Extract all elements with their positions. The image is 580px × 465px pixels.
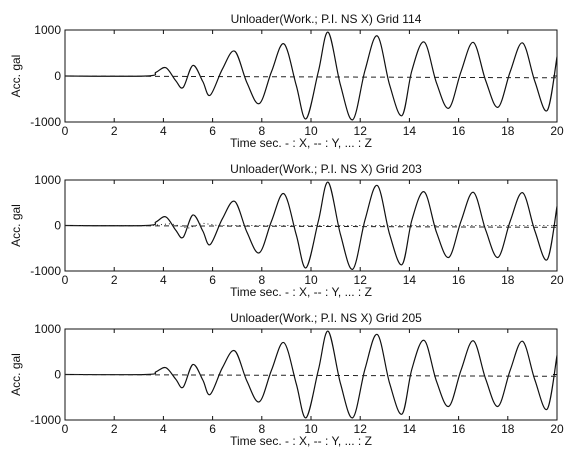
x-tick-label: 12 [354, 273, 368, 287]
x-tick-label: 0 [62, 422, 69, 436]
y-tick-label: 1000 [34, 322, 61, 336]
chart-title: Unloader(Work.; P.I. NS X) Grid 203 [230, 162, 422, 176]
x-tick-label: 12 [354, 124, 368, 138]
x-tick-label: 20 [550, 124, 564, 138]
x-tick-label: 2 [111, 124, 118, 138]
x-tick-label: 2 [111, 273, 118, 287]
x-tick-label: 14 [403, 273, 417, 287]
x-tick-label: 0 [62, 124, 69, 138]
x-tick-label: 20 [550, 422, 564, 436]
x-tick-label: 8 [258, 422, 265, 436]
y-axis-label: Acc. gal [9, 204, 23, 247]
x-axis-label: Time sec. - : X, -- : Y, ... : Z [230, 136, 372, 150]
x-tick-label: 6 [209, 422, 216, 436]
chart-panel: Unloader(Work.; P.I. NS X) Grid 114 0 2 4 6 8… [9, 12, 564, 150]
chart-title: Unloader(Work.; P.I. NS X) Grid 205 [230, 311, 422, 325]
x-tick-label: 4 [160, 124, 167, 138]
y-axis-label: Acc. gal [9, 55, 23, 98]
y-tick-label: 1000 [34, 23, 61, 37]
x-tick-label: 8 [258, 273, 265, 287]
y-tick-label: -1000 [30, 264, 61, 278]
chart-panel: Unloader(Work.; P.I. NS X) Grid 203 0 2 4 6 8… [9, 162, 564, 299]
x-tick-label: 16 [452, 422, 466, 436]
x-tick-label: 16 [452, 124, 466, 138]
x-tick-label: 4 [160, 422, 167, 436]
x-tick-label: 14 [403, 422, 417, 436]
x-tick-label: 14 [403, 124, 417, 138]
y-tick-label: 0 [54, 69, 61, 83]
x-tick-label: 20 [550, 273, 564, 287]
x-axis-label: Time sec. - : X, -- : Y, ... : Z [230, 434, 372, 448]
series-line-y [64, 75, 558, 79]
series-line-y [64, 374, 558, 377]
chart-panel: Unloader(Work.; P.I. NS X) Grid 205 0 2 4 6 8… [9, 311, 564, 448]
x-tick-label: 16 [452, 273, 466, 287]
x-tick-label: 0 [62, 273, 69, 287]
x-tick-label: 6 [209, 124, 216, 138]
y-axis-label: Acc. gal [9, 353, 23, 396]
y-tick-label: -1000 [30, 115, 61, 129]
x-tick-label: 18 [501, 124, 515, 138]
x-tick-label: 8 [258, 124, 265, 138]
y-tick-label: 0 [54, 368, 61, 382]
x-tick-label: 2 [111, 422, 118, 436]
x-tick-label: 10 [304, 124, 318, 138]
x-tick-label: 12 [354, 422, 368, 436]
x-tick-label: 4 [160, 273, 167, 287]
y-tick-label: -1000 [30, 413, 61, 427]
series-line-y [64, 225, 558, 228]
x-tick-label: 18 [501, 422, 515, 436]
y-tick-label: 0 [54, 219, 61, 233]
x-tick-label: 18 [501, 273, 515, 287]
x-axis-label: Time sec. - : X, -- : Y, ... : Z [230, 285, 372, 299]
series-line-x [64, 330, 558, 419]
series-line-x [64, 31, 558, 121]
chart-title: Unloader(Work.; P.I. NS X) Grid 114 [231, 12, 422, 26]
x-tick-label: 6 [209, 273, 216, 287]
x-tick-label: 10 [304, 422, 318, 436]
x-tick-label: 10 [304, 273, 318, 287]
y-tick-label: 1000 [34, 173, 61, 187]
